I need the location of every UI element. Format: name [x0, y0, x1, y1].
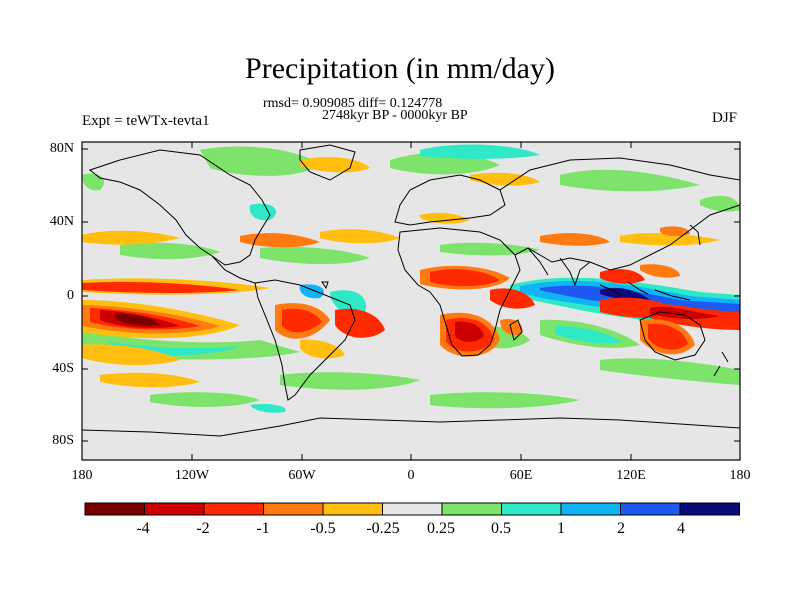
colorbar-box [263, 502, 324, 516]
colorbar-box [441, 502, 502, 516]
colorbar-box [203, 502, 264, 516]
lat-label: 80S [52, 433, 74, 448]
lat-label: 0 [67, 288, 74, 303]
coastlines [82, 144, 740, 437]
lon-label: 60E [509, 468, 533, 483]
lon-label: 180 [729, 468, 751, 483]
colorbar [84, 502, 740, 516]
colorbar-label: 0.25 [427, 520, 455, 537]
season-label: DJF [712, 110, 738, 126]
lat-label: 40N [49, 214, 74, 229]
lat-label: 80N [49, 141, 74, 156]
colorbar-label: 4 [677, 520, 685, 537]
colorbar-label: -0.5 [310, 520, 336, 537]
colorbar-box [322, 502, 383, 516]
colorbar-label: 1 [557, 520, 565, 537]
colorbar-label: -2 [196, 520, 210, 537]
colorbar-label: -4 [136, 520, 150, 537]
stats-text: rmsd= 0.909085 diff= 0.124778 [263, 96, 443, 111]
colorbar-label: -0.25 [366, 520, 400, 537]
colorbar-box [560, 502, 621, 516]
period-text: 2748kyr BP - 0000kyr BP [322, 108, 468, 123]
map-title: Precipitation (in mm/day) [245, 52, 555, 85]
colorbar-label: 2 [617, 520, 625, 537]
lon-ticks [81, 142, 741, 460]
lon-label: 120E [616, 468, 646, 483]
lat-ticks [82, 148, 740, 442]
lon-label: 60W [288, 468, 316, 483]
experiment-label: Expt = teWTx-tevta1 [82, 113, 210, 129]
colorbar-label: 0.5 [491, 520, 511, 537]
colorbar-box [144, 502, 205, 516]
lon-label: 120W [174, 468, 210, 483]
colorbar-box [679, 502, 740, 516]
colorbar-label: -1 [256, 520, 270, 537]
colorbar-box [382, 502, 443, 516]
colorbar-box [84, 502, 145, 516]
colorbar-box [620, 502, 681, 516]
lon-label: 180 [71, 468, 93, 483]
lon-label: 0 [407, 468, 415, 483]
lat-label: 40S [52, 361, 74, 376]
colorbar-box [501, 502, 562, 516]
